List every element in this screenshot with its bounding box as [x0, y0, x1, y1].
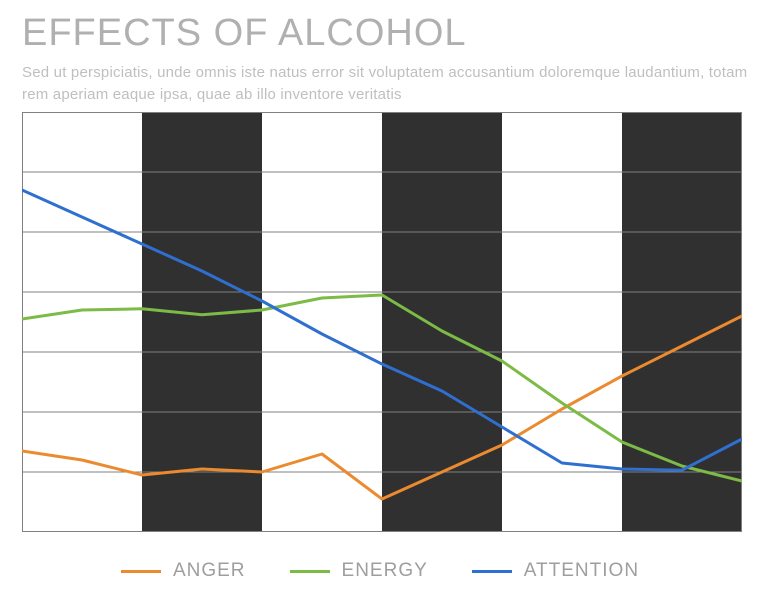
chart-subtitle: Sed ut perspiciatis, unde omnis iste nat…	[22, 62, 752, 106]
legend-item-anger: ANGER	[121, 560, 246, 582]
plot-area	[22, 112, 742, 532]
legend-swatch-anger	[121, 570, 161, 573]
legend-item-attention: ATTENTION	[472, 560, 639, 582]
legend-swatch-energy	[290, 570, 330, 573]
legend-label-anger: ANGER	[173, 560, 246, 582]
chart-container: EFFECTS OF ALCOHOL Sed ut perspiciatis, …	[0, 0, 760, 594]
legend: ANGER ENERGY ATTENTION	[0, 556, 760, 586]
line-chart-svg	[22, 112, 742, 532]
legend-item-energy: ENERGY	[290, 560, 428, 582]
legend-swatch-attention	[472, 570, 512, 573]
legend-label-energy: ENERGY	[342, 560, 428, 582]
chart-title: EFFECTS OF ALCOHOL	[22, 14, 760, 54]
legend-label-attention: ATTENTION	[524, 560, 639, 582]
